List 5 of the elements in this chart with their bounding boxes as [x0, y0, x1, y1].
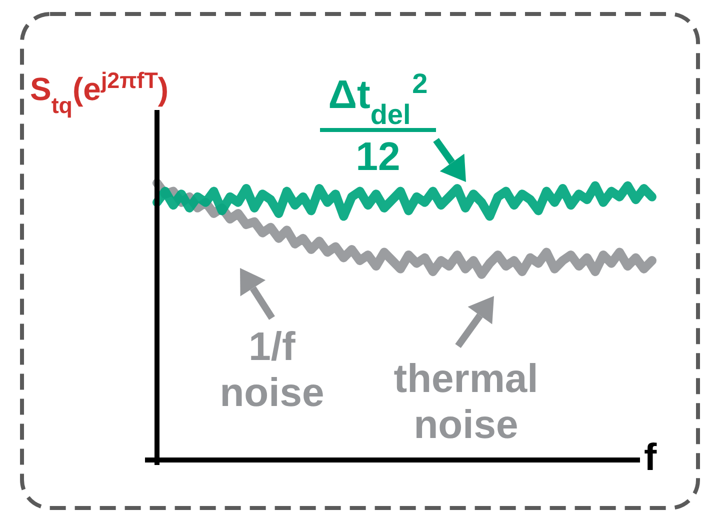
y-axis-title: S$_{tq}$(e$^{j2πfT}$) — [30, 68, 169, 118]
x-axis-title: f — [644, 437, 657, 479]
annotation: 1/f noise — [220, 325, 324, 415]
text: 12 — [356, 135, 400, 179]
annotation: thermal noise — [394, 357, 538, 447]
